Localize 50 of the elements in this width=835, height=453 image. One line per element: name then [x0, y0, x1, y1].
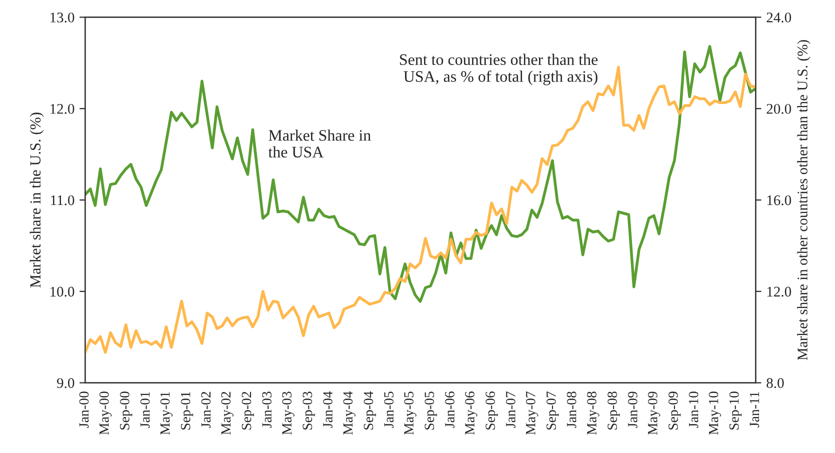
- line-series: [85, 45, 756, 303]
- x-tick-label: Sep-02: [242, 392, 254, 430]
- x-tick-label: May-01: [160, 392, 173, 435]
- x-tick-label: Jan-10: [688, 392, 698, 428]
- x-tick-label: Jan-04: [323, 391, 332, 428]
- x-tick-label: Sep-03: [302, 392, 315, 430]
- x-tick-label: Sep-04: [364, 391, 376, 430]
- x-tick-label: Sep-09: [668, 392, 681, 430]
- y2-tick-label: 20.0: [766, 104, 792, 114]
- x-tick-label: Sep-06: [486, 392, 498, 430]
- x-tick-label: May-10: [708, 392, 722, 435]
- y2-tick-label: 12.0: [767, 286, 792, 297]
- x-tick-label: Jan-02: [201, 392, 211, 428]
- y2-axis-title: Market share in other countries other than the U.S. (%): [797, 40, 810, 360]
- y-axis-title: Market share in the U.S. (%): [30, 112, 44, 288]
- x-tick-label: Sep-01: [180, 392, 194, 430]
- x-tick-label: Sep-00: [120, 392, 132, 430]
- x-tick-label: May-09: [648, 392, 660, 435]
- x-tick-label: Jan-07: [506, 392, 516, 428]
- x-tick-label: Sep-07: [546, 392, 559, 430]
- y2-tick-label: 16.0: [767, 195, 792, 206]
- x-tick-label: Jan-08: [566, 392, 576, 428]
- y2-tick-label: 8.0: [766, 378, 784, 388]
- x-tick-label: Jan-09: [628, 392, 638, 428]
- y-tick-label: 12.0: [50, 104, 74, 114]
- x-tick-label: May-05: [404, 392, 416, 435]
- x-tick-label: Sep-08: [608, 392, 620, 430]
- y-tick-label: 9.0: [56, 378, 74, 388]
- x-tick-label: May-08: [587, 392, 600, 435]
- y-tick-label: 13.0: [50, 12, 74, 22]
- x-tick-label: May-06: [465, 392, 478, 435]
- x-tick-label: May-02: [221, 392, 234, 435]
- x-tick-label: Jan-11: [750, 392, 760, 428]
- x-tick-label: Jan-00: [79, 392, 89, 428]
- x-tick-label: May-03: [282, 392, 294, 435]
- x-tick-label: Jan-05: [384, 392, 394, 428]
- y-tick-label: 11.0: [51, 195, 74, 206]
- y-tick-label: 10.0: [50, 286, 74, 297]
- y2-tick-label: 24.0: [766, 12, 792, 22]
- annotation: Sent to countries other than the USA, as % of total (rigth axis): [400, 54, 598, 86]
- x-tick-label: May-07: [526, 392, 538, 435]
- x-tick-label: Sep-10: [729, 392, 742, 430]
- x-tick-label: Sep-05: [424, 392, 437, 430]
- x-tick-label: Jan-06: [445, 392, 454, 428]
- x-tick-label: Jan-03: [262, 392, 272, 428]
- x-tick-label: May-00: [99, 392, 112, 435]
- annotation: Market Share in the USA: [268, 130, 371, 158]
- x-tick-label: May-04: [343, 391, 356, 435]
- line-series: [85, 66, 756, 354]
- x-tick-label: Jan-01: [140, 392, 150, 428]
